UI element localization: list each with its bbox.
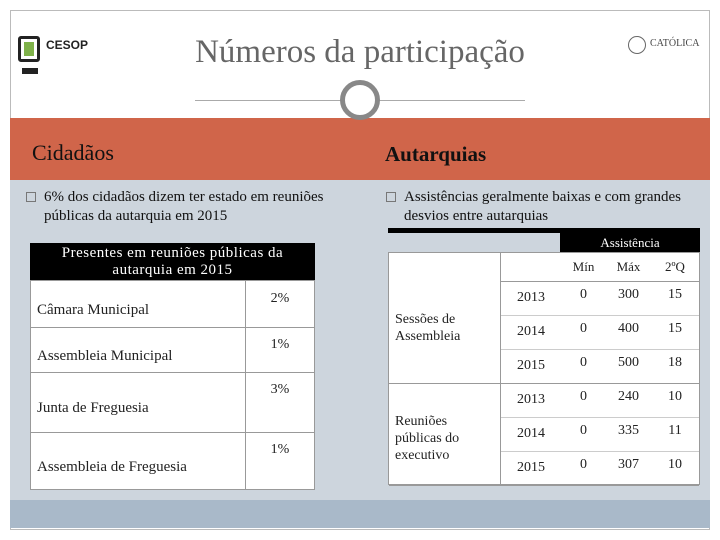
bullet-box	[26, 192, 36, 202]
row-divider	[501, 349, 699, 350]
value: 15	[668, 287, 682, 302]
year: 2015	[517, 460, 545, 475]
bullet-box	[386, 192, 396, 202]
circle-ornament	[340, 80, 380, 120]
right-heading: Autarquias	[385, 142, 487, 166]
row-value: 1%	[270, 442, 290, 457]
value: 240	[618, 389, 639, 404]
row-label: Junta de Freguesia	[37, 400, 149, 416]
row-divider	[31, 372, 314, 373]
logo-bar	[22, 68, 38, 74]
column-header: Máx	[616, 259, 641, 274]
year: 2013	[517, 290, 545, 305]
row-label: Assembleia de Freguesia	[37, 458, 187, 475]
left-table: Câmara Municipal 2% Assembleia Municipal 1%…	[30, 280, 315, 490]
value: 18	[668, 355, 682, 370]
value: 400	[618, 321, 639, 336]
logo-icon-fill	[24, 42, 34, 56]
logo-left: CESOP	[46, 38, 89, 52]
row-divider	[31, 432, 314, 433]
year: 2014	[517, 426, 545, 441]
group-divider	[389, 383, 699, 384]
title: Números da participação	[195, 34, 525, 70]
row-divider	[501, 315, 699, 316]
row-value: 1%	[270, 337, 290, 352]
group-label: Reuniões públicas do executivo	[395, 414, 460, 463]
row-divider	[501, 417, 699, 418]
value: 0	[580, 423, 587, 438]
row-label: Assembleia Municipal	[37, 347, 173, 364]
group-divider	[389, 485, 699, 486]
value: 10	[668, 389, 682, 404]
value: 500	[618, 355, 639, 370]
value: 0	[580, 457, 587, 472]
col-divider	[500, 253, 501, 484]
value: 0	[580, 355, 587, 370]
logo-right: CATÓLICA	[650, 38, 700, 49]
row-value: 2%	[270, 291, 290, 306]
group-header: Assistência	[560, 233, 700, 252]
right-bullet: Assistências geralmente baixas e com gra…	[404, 189, 681, 224]
group-label: Sessões de Assembleia	[395, 312, 461, 344]
col-divider	[245, 281, 246, 489]
value: 335	[618, 423, 639, 438]
column-header: 2ºQ	[665, 259, 685, 274]
value: 0	[580, 389, 587, 404]
left-bullet: 6% dos cidadãos dizem ter estado em reun…	[44, 189, 324, 224]
logo-seal	[628, 36, 646, 54]
column-header: Mín	[572, 259, 595, 274]
value: 300	[618, 287, 639, 302]
row-divider	[501, 451, 699, 452]
year: 2015	[517, 358, 545, 373]
logo-icon	[18, 36, 40, 62]
value: 307	[618, 457, 639, 472]
row-value: 3%	[270, 382, 290, 397]
value: 15	[668, 321, 682, 336]
row-divider	[31, 327, 314, 328]
right-table: Mín Máx 2ºQ Sessões de Assembleia 2013 0 300 15…	[388, 252, 700, 486]
value: 10	[668, 457, 682, 472]
left-heading: Cidadãos	[32, 140, 114, 165]
table-top-bar	[388, 228, 700, 233]
value: 0	[580, 287, 587, 302]
left-table-title: Presentes em reuniões públicas da autarq…	[30, 243, 315, 280]
heading-band	[10, 118, 710, 180]
year: 2014	[517, 324, 545, 339]
footer-strip	[10, 500, 710, 528]
year: 2013	[517, 392, 545, 407]
row-label: Câmara Municipal	[37, 302, 150, 318]
value: 11	[668, 423, 682, 438]
header-divider	[501, 281, 699, 282]
value: 0	[580, 321, 587, 336]
